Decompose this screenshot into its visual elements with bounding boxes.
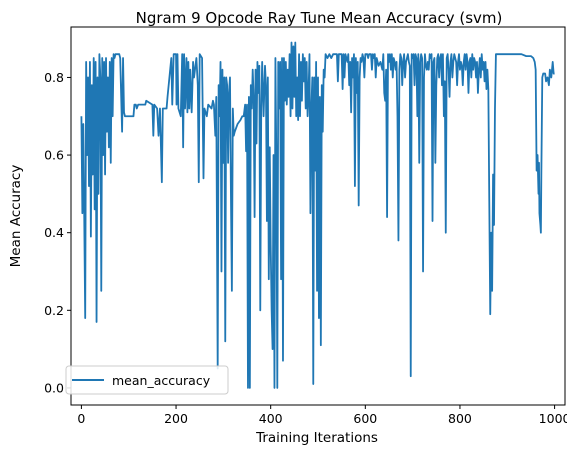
legend-entry-mean-accuracy: mean_accuracy [112,373,211,388]
y-axis: 0.0 0.2 0.4 0.6 0.8 [44,70,71,395]
x-tick-label: 0 [77,411,85,426]
x-tick-label: 600 [353,411,377,426]
chart-title: Ngram 9 Opcode Ray Tune Mean Accuracy (s… [136,9,503,27]
y-tick-label: 0.6 [44,148,64,163]
plot-content [80,41,555,389]
y-axis-label: Mean Accuracy [8,165,24,268]
legend-box [65,365,229,395]
x-tick-label: 1000 [539,411,567,426]
y-tick-label: 0.8 [44,70,64,85]
y-tick-label: 0.2 [44,303,64,318]
x-tick-label: 800 [448,411,472,426]
x-tick-label: 400 [259,411,283,426]
x-tick-label: 200 [164,411,188,426]
legend: mean_accuracy [65,365,229,395]
x-axis-label: Training Iterations [255,430,378,446]
series-line-mean-accuracy [80,41,555,389]
x-axis: 0 200 400 600 800 1000 [77,405,567,426]
y-tick-label: 0.4 [44,225,64,240]
y-tick-label: 0.0 [44,380,64,395]
plot-area [70,26,566,406]
